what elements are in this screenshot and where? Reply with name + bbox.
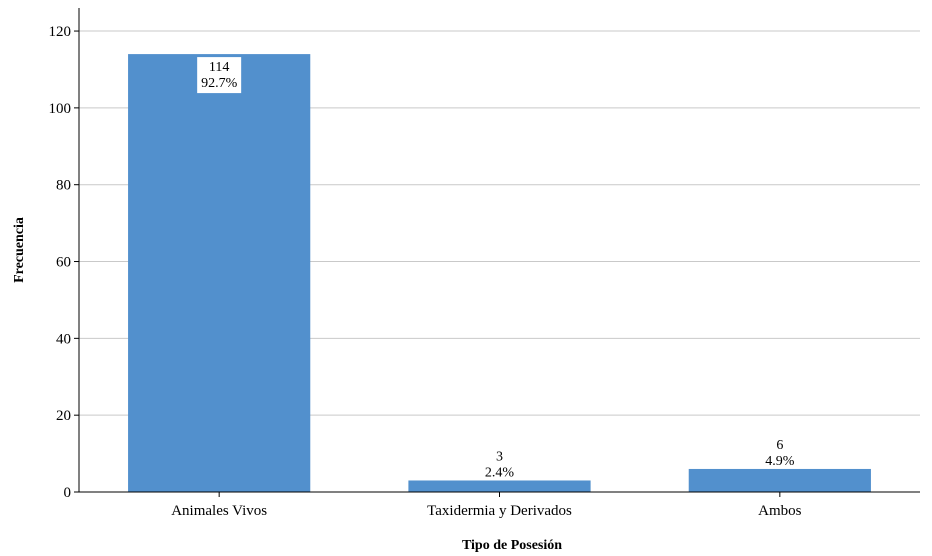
x-category-label: Animales Vivos [171,503,267,519]
data-label-count: 114 [209,60,229,75]
x-category-label: Taxidermia y Derivados [427,503,572,519]
data-label-background [197,57,242,94]
data-label-count: 3 [496,449,503,464]
bar [128,54,311,492]
y-axis-title: Frecuencia [12,217,27,283]
y-tick-label: 120 [49,24,72,40]
y-tick-label: 20 [56,408,71,424]
bar [688,468,871,492]
data-label-percent: 4.9% [765,454,795,469]
bar [408,480,591,492]
y-tick-label: 80 [56,178,71,194]
x-category-labels: Animales Vivos Taxidermia y Derivados Ambo… [171,503,801,519]
y-tick-label: 60 [56,255,71,271]
y-tick-labels: 0 20 40 60 80 100 120 [49,24,72,501]
data-label-count: 6 [776,438,783,453]
data-label-percent: 2.4% [485,465,515,480]
x-axis-title: Tipo de Posesión [462,538,562,553]
x-category-label: Ambos [758,503,802,519]
y-tick-label: 40 [56,331,71,347]
y-tick-label: 100 [49,101,72,117]
y-tick-label: 0 [64,485,72,501]
axes [74,8,920,497]
data-label-percent: 92.7% [201,76,238,91]
bars [128,54,871,492]
